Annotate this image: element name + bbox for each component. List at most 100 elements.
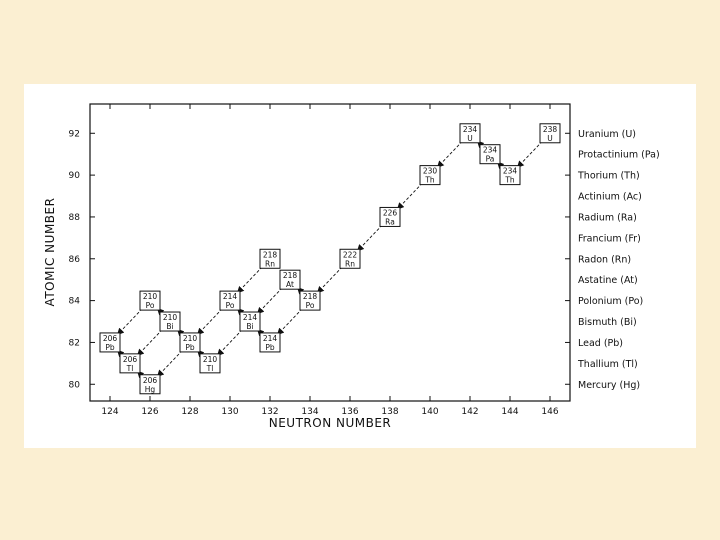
x-tick-label: 132 <box>261 407 278 417</box>
element-label: Protactinium (Pa) <box>578 150 660 161</box>
alpha-decay-arrow <box>316 266 343 294</box>
element-label: Astatine (At) <box>578 275 638 286</box>
alpha-decay-arrow <box>356 224 383 252</box>
nuclide-mass: 206 <box>123 355 138 364</box>
element-label: Francium (Fr) <box>578 233 641 244</box>
nuclide-box <box>479 144 501 165</box>
nuclide-box <box>119 353 141 374</box>
nuclide-symbol: Bi <box>166 322 173 331</box>
nuclide-mass: 210 <box>143 292 158 301</box>
element-labels: Uranium (U) Protactinium (Pa) Thorium (Th)… <box>577 129 660 391</box>
x-tick-label: 138 <box>381 407 398 417</box>
nuclide-box <box>159 311 181 332</box>
nuclide-symbol: U <box>467 134 473 143</box>
nuclide-mass: 218 <box>303 292 318 301</box>
nuclide-box <box>179 332 201 353</box>
nuclide-symbol: Th <box>424 176 435 185</box>
element-label: Lead (Pb) <box>578 338 623 349</box>
element-label: Radium (Ra) <box>578 212 637 223</box>
nuclide-symbol: Po <box>146 301 155 310</box>
nuclide-mass: 234 <box>503 167 518 176</box>
nuclide-box <box>279 269 301 290</box>
element-label: Mercury (Hg) <box>578 380 640 391</box>
nuclide-mass: 234 <box>463 125 478 134</box>
alpha-decay-arrow <box>276 308 303 336</box>
nuclide-symbol: At <box>286 280 294 289</box>
y-tick-label: 82 <box>69 338 80 348</box>
nuclide-box <box>499 165 521 186</box>
nuclide-symbol: Tl <box>206 364 214 373</box>
nuclide-box <box>239 311 261 332</box>
y-tick-label: 84 <box>69 297 81 307</box>
x-tick-label: 136 <box>341 407 358 417</box>
nuclide-box <box>259 332 281 353</box>
y-tick-label: 88 <box>69 213 81 223</box>
nuclide-mass: 238 <box>543 125 558 134</box>
nuclide-boxes: 238U234Th234Pa234U230Th226Ra222Rn218Po21… <box>99 123 561 395</box>
alpha-decay-arrow <box>216 329 243 357</box>
nuclide-box <box>539 123 561 144</box>
y-tick-label: 90 <box>69 171 81 181</box>
nuclide-mass: 222 <box>343 250 358 259</box>
nuclide-box <box>139 374 161 395</box>
nuclide-symbol: Tl <box>126 364 134 373</box>
element-label: Uranium (U) <box>578 129 636 140</box>
y-axis-title: ATOMIC NUMBER <box>43 198 57 307</box>
nuclide-mass: 218 <box>283 271 298 280</box>
nuclide-box <box>419 165 441 186</box>
alpha-decay-arrow <box>156 350 183 378</box>
nuclide-box <box>219 290 241 311</box>
figure-panel: 124 126 128 130 132 134 136 138 140 142 144 146 80 82… <box>24 84 696 448</box>
nuclide-box <box>259 248 281 269</box>
nuclide-symbol: Pb <box>105 343 115 352</box>
element-label: Radon (Rn) <box>578 254 631 265</box>
nuclide-symbol: Bi <box>246 322 253 331</box>
nuclide-box <box>379 206 401 227</box>
element-label: Bismuth (Bi) <box>578 317 637 328</box>
nuclide-mass: 206 <box>143 376 158 385</box>
nuclide-symbol: Th <box>504 176 515 185</box>
nuclide-mass: 214 <box>243 313 258 322</box>
x-tick-label: 134 <box>301 407 318 417</box>
alpha-decay-arrow <box>256 287 283 315</box>
nuclide-box <box>139 290 161 311</box>
element-label: Actinium (Ac) <box>578 192 642 203</box>
alpha-decay-arrow <box>136 329 163 357</box>
nuclide-symbol: Rn <box>345 259 355 268</box>
x-tick-label: 142 <box>461 407 478 417</box>
nuclide-symbol: Pb <box>185 343 195 352</box>
x-axis-title: NEUTRON NUMBER <box>269 416 392 430</box>
x-tick-label: 128 <box>181 407 198 417</box>
nuclide-symbol: Hg <box>145 385 156 394</box>
nuclide-box <box>199 353 221 374</box>
alpha-decay-arrow <box>236 266 263 294</box>
y-tick-label: 92 <box>69 129 80 139</box>
nuclide-mass: 218 <box>263 250 278 259</box>
nuclide-box <box>459 123 481 144</box>
nuclide-symbol: U <box>547 134 553 143</box>
element-label: Thorium (Th) <box>577 171 640 182</box>
element-label: Thallium (Tl) <box>577 359 638 370</box>
element-label: Polonium (Po) <box>578 296 643 307</box>
nuclide-mass: 206 <box>103 334 118 343</box>
nuclide-mass: 210 <box>183 334 198 343</box>
nuclide-mass: 230 <box>423 167 438 176</box>
x-tick-label: 144 <box>501 407 518 417</box>
alpha-decay-arrow <box>396 182 423 210</box>
nuclide-box <box>339 248 361 269</box>
